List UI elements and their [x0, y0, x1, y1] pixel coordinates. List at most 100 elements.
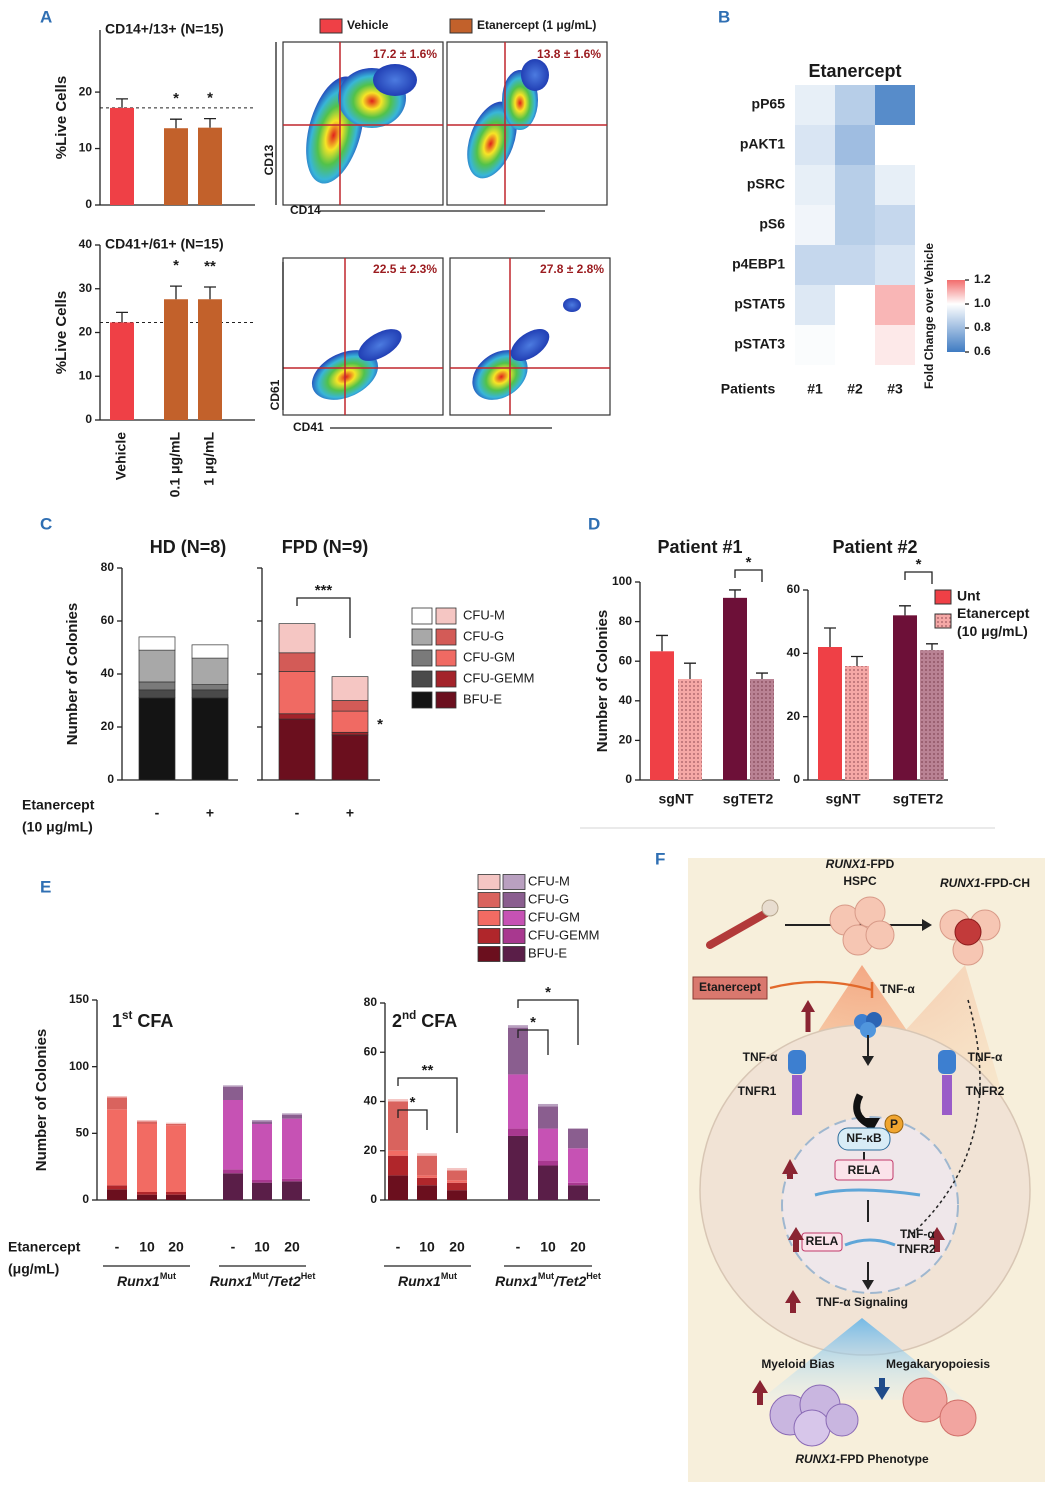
bar-segment: [331, 734, 369, 781]
bar-segment: [278, 652, 316, 672]
x-tick-label: -: [396, 1239, 401, 1255]
bar-segment: [191, 697, 229, 781]
significance-bracket: [734, 569, 763, 582]
y-tick-label: 0: [793, 772, 800, 786]
heatmap-cell: [875, 205, 915, 245]
bar-segment: [223, 1100, 243, 1170]
bar-segment: [223, 1085, 243, 1087]
significance-bracket: [296, 597, 351, 638]
significance: *: [377, 716, 383, 733]
y-tick-label: 20: [79, 84, 93, 98]
bar-segment: [417, 1153, 437, 1156]
bar: [110, 322, 134, 420]
row-label: p4EBP1: [732, 256, 785, 272]
bar-segment: [166, 1125, 186, 1192]
y-tick-label: 0: [82, 1192, 89, 1206]
bar-segment: [278, 670, 316, 715]
error-bar: [170, 118, 182, 129]
label-part: Mut: [441, 1271, 457, 1281]
x-tick-label: 1 μg/mL: [201, 432, 217, 486]
x-tick-label: 20: [449, 1239, 465, 1255]
label-tnf: TNF-α: [743, 1050, 778, 1064]
colorbar-tick-label: 1.0: [974, 296, 991, 310]
y-tick-label: 0: [85, 412, 92, 426]
label-phospho: P: [890, 1117, 898, 1131]
significance: ***: [315, 582, 333, 599]
bar-segment: [107, 1097, 127, 1110]
y-tick-label: 40: [79, 237, 93, 251]
bar: [110, 107, 134, 205]
bar-hatch: [678, 679, 702, 780]
legend-swatch: [477, 946, 501, 962]
bar: [164, 299, 188, 420]
megakaryocytes: [902, 1377, 977, 1437]
x-tick-label: sgTET2: [723, 791, 774, 807]
label-part: RUNX1: [940, 876, 981, 890]
bar: [650, 651, 674, 780]
rela-box: [801, 1232, 843, 1252]
quadrant-stat: 17.2 ± 1.6%: [373, 47, 437, 61]
x-tick-label: 20: [284, 1239, 300, 1255]
x-tick-label: 20: [570, 1239, 586, 1255]
x-tick-label: sgNT: [826, 791, 861, 807]
hspc-cells: [829, 896, 895, 956]
x-axis-label: (μg/mL): [8, 1261, 59, 1277]
label-gene: TNFR2: [897, 1242, 936, 1256]
bar-segment: [223, 1086, 243, 1100]
label-phenotype: RUNX1-FPD Phenotype: [795, 1452, 929, 1466]
bar-segment: [538, 1103, 558, 1107]
label-part: Het: [586, 1271, 601, 1281]
bar-segment: [138, 689, 176, 699]
legend-swatch: [502, 892, 526, 908]
y-tick-label: 100: [69, 1059, 89, 1073]
y-tick-label: 80: [619, 614, 633, 628]
y-axis-label: Number of Colonies: [33, 1029, 50, 1172]
bar-segment: [191, 644, 229, 659]
label-receptor: TNFR1: [738, 1084, 777, 1098]
legend-swatch: [411, 607, 433, 625]
bar-segment: [568, 1128, 588, 1149]
legend-label: CFU-G: [463, 628, 504, 643]
x-tick-label: Vehicle: [113, 432, 129, 480]
heatmap-cell: [875, 125, 915, 165]
legend-label: Vehicle: [347, 18, 389, 32]
label-part: 1: [112, 1011, 122, 1031]
label-receptor: TNFR2: [966, 1084, 1005, 1098]
bar-segment: [447, 1170, 467, 1181]
bar-segment: [282, 1114, 302, 1119]
bar-segment: [538, 1128, 558, 1161]
y-tick-label: 0: [107, 772, 114, 786]
error-bar: [116, 311, 128, 323]
significance-bracket: [397, 1077, 458, 1133]
label-gene: TNF-α: [900, 1227, 935, 1241]
label-part: CFA: [137, 1011, 173, 1031]
bar-segment: [107, 1185, 127, 1190]
bar: [164, 128, 188, 205]
bar-segment: [191, 684, 229, 691]
heatmap-cell: [875, 325, 915, 365]
significance: *: [173, 257, 179, 274]
bar-segment: [137, 1124, 157, 1192]
legend-swatch: [435, 607, 457, 625]
legend-swatch: [435, 670, 457, 688]
nfkb-box: [837, 1127, 891, 1151]
heatmap-cell: [795, 245, 835, 285]
legend-swatch: [934, 589, 952, 605]
legend-swatch: [502, 928, 526, 944]
heatmap-cell: [795, 285, 835, 325]
label-part: Mut: [160, 1271, 176, 1281]
heatmap-cell: [875, 85, 915, 125]
x-tick-label: +: [206, 805, 214, 821]
y-tick-label: 40: [101, 666, 115, 680]
label-part: /Tet2: [268, 1273, 301, 1289]
legend-swatch: [411, 649, 433, 667]
panel-label: F: [655, 849, 665, 868]
significance: *: [545, 984, 551, 1001]
legend-label: BFU-E: [463, 691, 502, 706]
error-bar: [656, 634, 668, 652]
y-tick-label: 60: [101, 613, 115, 627]
bar: [198, 299, 222, 420]
legend-label: CFU-G: [528, 891, 569, 906]
heatmap-cell: [835, 85, 875, 125]
